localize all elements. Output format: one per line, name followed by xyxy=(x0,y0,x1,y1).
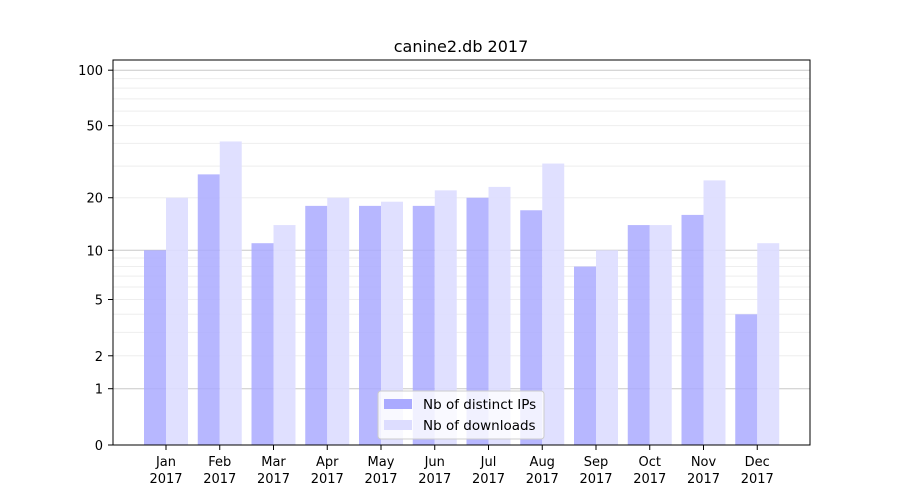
x-tick-label: Jan xyxy=(155,455,176,470)
bar-downloads xyxy=(596,250,618,445)
bar-distinct-ips xyxy=(359,205,381,445)
x-tick-label: Oct xyxy=(639,455,661,470)
x-tick-label: 2017 xyxy=(311,472,344,487)
bar-distinct-ips xyxy=(466,197,489,445)
x-tick-label: 2017 xyxy=(633,472,666,487)
x-tick-label: 2017 xyxy=(687,472,720,487)
bar-downloads xyxy=(757,243,780,445)
bar-distinct-ips xyxy=(251,243,274,445)
x-tick-label: Aug xyxy=(530,455,555,470)
bar-distinct-ips xyxy=(305,205,328,445)
legend-label-downloads: Nb of downloads xyxy=(423,418,536,434)
bar-downloads xyxy=(273,225,296,445)
plot-frame xyxy=(112,59,811,446)
x-tick-label: Nov xyxy=(691,455,717,470)
x-tick-label: 2017 xyxy=(472,472,505,487)
x-tick-label: 2017 xyxy=(364,472,397,487)
y-tick-label: 100 xyxy=(78,64,103,79)
bar-downloads xyxy=(381,201,403,445)
x-axis: Jan 2017 Feb 2017 Mar 2017 Apr 2017 May 2017 Jun 20… xyxy=(149,445,774,487)
x-tick-label: 2017 xyxy=(741,472,774,487)
x-tick-label: Mar xyxy=(261,455,286,470)
x-tick-label: Jun xyxy=(424,455,445,470)
y-tick-label: 5 xyxy=(95,293,103,308)
bar-distinct-ips xyxy=(681,214,704,445)
x-tick-label: 2017 xyxy=(418,472,451,487)
x-tick-label: 2017 xyxy=(579,472,612,487)
y-axis: 0 1 2 5 10 20 50 100 xyxy=(78,64,113,454)
x-tick-label: Dec xyxy=(745,455,770,470)
x-tick-label: 2017 xyxy=(257,472,290,487)
y-tick-label: 1 xyxy=(95,383,103,398)
legend-label-ips: Nb of distinct IPs xyxy=(423,397,536,413)
bar-downloads xyxy=(434,190,457,445)
y-tick-label: 2 xyxy=(95,350,103,365)
x-tick-label: Feb xyxy=(208,455,231,470)
y-tick-label: 50 xyxy=(86,120,103,135)
legend-box xyxy=(377,390,545,440)
bar-downloads xyxy=(649,225,672,445)
x-tick-label: May xyxy=(368,455,395,470)
bar-distinct-ips xyxy=(144,250,166,445)
x-tick-label: Sep xyxy=(584,455,609,470)
legend-swatch-downloads xyxy=(384,420,412,430)
x-tick-label: 2017 xyxy=(526,472,559,487)
x-tick-label: 2017 xyxy=(203,472,236,487)
y-tick-label: 20 xyxy=(86,192,103,207)
x-tick-label: Jul xyxy=(480,455,497,470)
x-tick-label: Apr xyxy=(316,455,339,470)
bar-distinct-ips xyxy=(197,174,220,445)
x-tick-label: 2017 xyxy=(149,472,182,487)
bars xyxy=(144,141,780,446)
legend: Nb of distinct IPs Nb of downloads xyxy=(377,390,545,440)
bar-distinct-ips xyxy=(735,314,758,445)
chart-title: canine2.db 2017 xyxy=(394,37,529,56)
bar-distinct-ips xyxy=(627,225,650,445)
bar-downloads xyxy=(166,197,188,445)
bar-downloads xyxy=(327,197,350,445)
bar-distinct-ips xyxy=(574,266,596,445)
y-tick-label: 10 xyxy=(86,244,103,259)
bar-downloads xyxy=(703,180,726,446)
legend-swatch-ips xyxy=(384,399,412,409)
bar-distinct-ips xyxy=(520,210,543,445)
y-tick-label: 0 xyxy=(95,439,103,454)
bar-downloads xyxy=(488,186,511,445)
bar-downloads xyxy=(219,141,242,445)
bar-downloads xyxy=(542,163,565,445)
bar-distinct-ips xyxy=(412,205,435,445)
